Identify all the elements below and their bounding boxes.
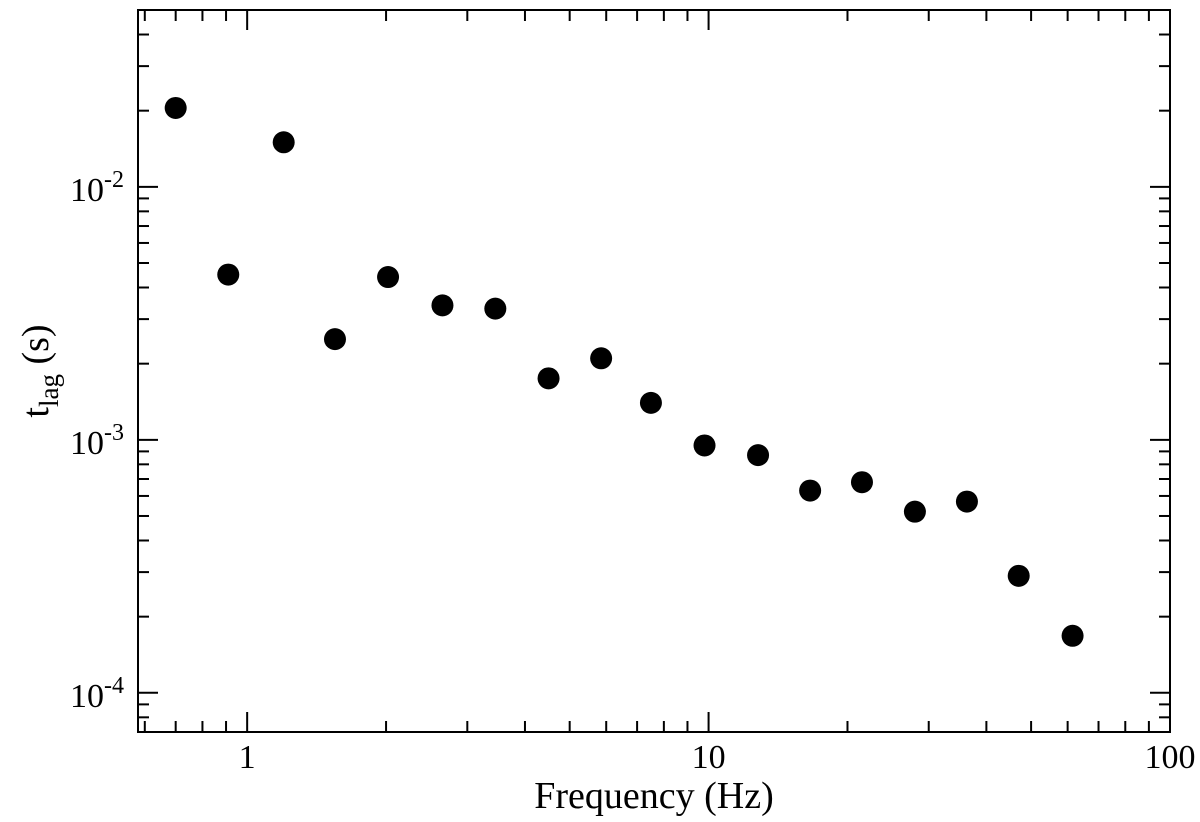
data-point bbox=[955, 490, 978, 513]
data-point bbox=[537, 367, 560, 390]
data-point bbox=[590, 347, 613, 370]
data-point bbox=[850, 471, 873, 494]
data-point bbox=[903, 500, 926, 523]
y-tick-label-base: 10 bbox=[70, 425, 104, 462]
y-tick-label-exponent: -3 bbox=[104, 420, 124, 446]
data-point bbox=[799, 479, 822, 502]
data-point bbox=[747, 444, 770, 467]
data-point bbox=[693, 434, 716, 457]
y-tick-label: 10-2 bbox=[70, 167, 124, 209]
data-points bbox=[164, 96, 1084, 647]
y-tick-label-exponent: -4 bbox=[104, 673, 124, 699]
y-tick-label: 10-3 bbox=[70, 420, 124, 462]
y-axis-title-rest: (s) bbox=[15, 324, 57, 374]
y-tick-label: 10-4 bbox=[70, 673, 124, 715]
data-point bbox=[272, 131, 295, 154]
axis-ticks bbox=[138, 9, 1171, 733]
y-tick-label-base: 10 bbox=[70, 172, 104, 209]
data-point bbox=[484, 297, 507, 320]
plot-frame bbox=[137, 9, 1171, 733]
x-tick-label: 100 bbox=[1145, 739, 1196, 776]
y-tick-label-exponent: -2 bbox=[104, 167, 124, 193]
x-tick-label: 10 bbox=[692, 739, 726, 776]
data-point bbox=[1007, 564, 1030, 587]
x-axis-title: Frequency (Hz) bbox=[534, 775, 774, 817]
data-point bbox=[639, 391, 662, 414]
x-tick-label: 1 bbox=[239, 739, 256, 776]
data-point bbox=[217, 263, 240, 286]
data-point bbox=[431, 294, 454, 317]
y-tick-label-base: 10 bbox=[70, 678, 104, 715]
y-axis-title-sub: lag bbox=[34, 374, 64, 407]
data-point bbox=[1061, 624, 1084, 647]
y-axis-title-base: t bbox=[15, 407, 57, 418]
data-point bbox=[164, 96, 187, 119]
data-point bbox=[377, 266, 400, 289]
data-point bbox=[323, 328, 346, 351]
y-axis-title: tlag (s) bbox=[15, 324, 64, 417]
